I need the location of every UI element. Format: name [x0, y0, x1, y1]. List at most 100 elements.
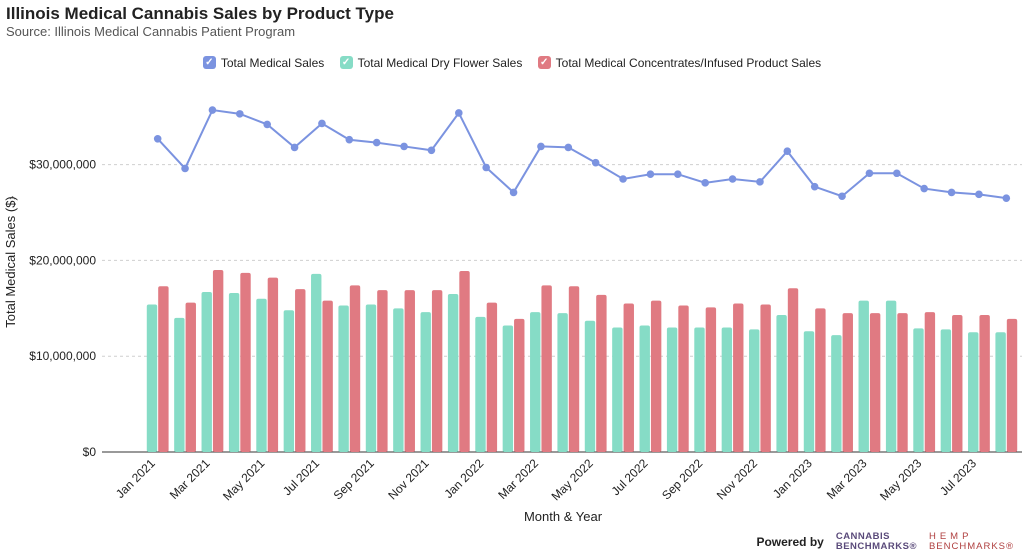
y-tick-label: $20,000,000	[29, 253, 96, 267]
x-tick-label: May 2023	[877, 456, 924, 503]
x-tick-label: Nov 2021	[385, 456, 431, 502]
point-total-medical-sales	[920, 184, 928, 193]
bar-dry-flower	[995, 332, 1006, 452]
bar-dry-flower	[749, 329, 760, 452]
x-tick-label: May 2022	[549, 456, 596, 503]
x-tick-label: Nov 2022	[714, 456, 760, 502]
chart-title: Illinois Medical Cannabis Sales by Produ…	[6, 4, 394, 23]
bar-dry-flower	[776, 315, 787, 452]
point-total-medical-sales	[756, 178, 764, 186]
bar-concentrates	[349, 285, 361, 452]
bar-dry-flower	[666, 327, 678, 452]
bar-concentrates	[568, 286, 580, 452]
bar-dry-flower	[311, 273, 322, 452]
bar-dry-flower	[639, 325, 650, 452]
bar-dry-flower	[694, 327, 705, 452]
point-total-medical-sales	[947, 188, 956, 197]
legend-item-total-medical-sales[interactable]: ✓ Total Medical Sales	[202, 56, 324, 70]
point-total-medical-sales	[975, 190, 983, 199]
point-total-medical-sales	[427, 146, 436, 155]
point-total-medical-sales	[208, 106, 217, 114]
cannabis-benchmarks-logo[interactable]: CANNABIS BENCHMARKS®	[835, 531, 917, 552]
x-axis-title: Month & Year	[524, 509, 603, 524]
point-total-medical-sales	[564, 143, 573, 152]
bar-concentrates	[514, 318, 525, 452]
bar-concentrates	[952, 315, 963, 452]
bar-concentrates	[295, 289, 306, 452]
point-total-medical-sales	[345, 135, 354, 144]
legend-label: Total Medical Concentrates/Infused Produ…	[555, 55, 822, 70]
bar-concentrates	[322, 300, 333, 452]
bar-concentrates	[842, 313, 853, 452]
legend-item-concentrates-sales[interactable]: ✓ Total Medical Concentrates/Infused Pro…	[537, 55, 822, 70]
bar-concentrates	[212, 270, 224, 452]
point-total-medical-sales	[290, 143, 299, 152]
bars	[146, 270, 1018, 452]
powered-by-label: Powered by	[756, 535, 824, 549]
x-tick-label: Jan 2021	[113, 456, 158, 501]
point-total-medical-sales	[810, 182, 819, 191]
x-tick-label: Mar 2021	[167, 456, 213, 502]
bar-dry-flower	[338, 305, 349, 452]
bar-dry-flower	[393, 308, 404, 452]
bar-concentrates	[596, 294, 607, 452]
point-total-medical-sales	[783, 147, 792, 156]
point-total-medical-sales	[701, 179, 709, 187]
bar-dry-flower	[885, 300, 897, 452]
legend-item-dry-flower-sales[interactable]: ✓ Total Medical Dry Flower Sales	[339, 55, 523, 70]
point-total-medical-sales	[537, 142, 545, 151]
point-total-medical-sales	[646, 170, 655, 179]
point-total-medical-sales	[400, 142, 408, 151]
legend-label: Total Medical Dry Flower Sales	[357, 55, 523, 70]
x-tick-label: Mar 2023	[824, 456, 870, 502]
bar-dry-flower	[201, 292, 212, 452]
bar-concentrates	[541, 285, 552, 452]
bar-concentrates	[869, 313, 881, 452]
bar-concentrates	[678, 305, 689, 452]
bar-dry-flower	[913, 328, 924, 452]
bar-concentrates	[267, 277, 279, 452]
bar-concentrates	[158, 286, 169, 452]
y-tick-label: $10,000,000	[29, 349, 96, 363]
bar-dry-flower	[502, 325, 514, 452]
chart-legend: ✓ Total Medical Sales ✓ Total Medical Dr…	[0, 54, 1024, 70]
bar-dry-flower	[721, 327, 733, 452]
y-tick-label: $0	[83, 445, 97, 459]
point-total-medical-sales	[728, 175, 737, 183]
point-total-medical-sales	[674, 170, 682, 179]
footer: Powered by CANNABIS BENCHMARKS® HEMP BEN…	[756, 532, 1014, 552]
point-total-medical-sales	[591, 158, 600, 167]
x-tick-label: Sep 2021	[331, 456, 377, 502]
bar-concentrates	[431, 290, 443, 452]
point-total-medical-sales	[482, 163, 490, 172]
bar-dry-flower	[475, 316, 486, 452]
line-series	[153, 106, 1011, 202]
y-axis-toggle-icon[interactable]: ›	[4, 196, 19, 200]
hemp-benchmarks-logo[interactable]: HEMP BENCHMARKS®	[928, 531, 1014, 552]
bar-concentrates	[760, 304, 771, 452]
bar-dry-flower	[174, 317, 185, 452]
bar-concentrates	[377, 290, 388, 452]
bar-dry-flower	[803, 331, 815, 452]
point-total-medical-sales	[181, 164, 189, 173]
point-total-medical-sales	[619, 175, 627, 183]
x-tick-label: Jan 2022	[441, 456, 486, 501]
point-total-medical-sales	[455, 109, 463, 117]
line-total-medical-sales	[156, 108, 1007, 200]
bar-dry-flower	[146, 304, 158, 452]
bar-dry-flower	[365, 304, 377, 452]
bar-dry-flower	[831, 335, 842, 452]
bar-dry-flower	[447, 293, 459, 452]
checkmark-icon: ✓	[339, 56, 353, 69]
bar-concentrates	[240, 272, 251, 452]
point-total-medical-sales	[865, 169, 874, 178]
x-tick-label: Jul 2021	[280, 456, 322, 498]
bar-dry-flower	[940, 329, 952, 452]
bar-dry-flower	[530, 312, 541, 452]
point-total-medical-sales	[1002, 194, 1011, 202]
bar-concentrates	[787, 288, 799, 452]
y-axis-title: Total Medical Sales ($)	[3, 196, 18, 328]
point-total-medical-sales	[236, 110, 244, 118]
bar-concentrates	[897, 313, 908, 452]
